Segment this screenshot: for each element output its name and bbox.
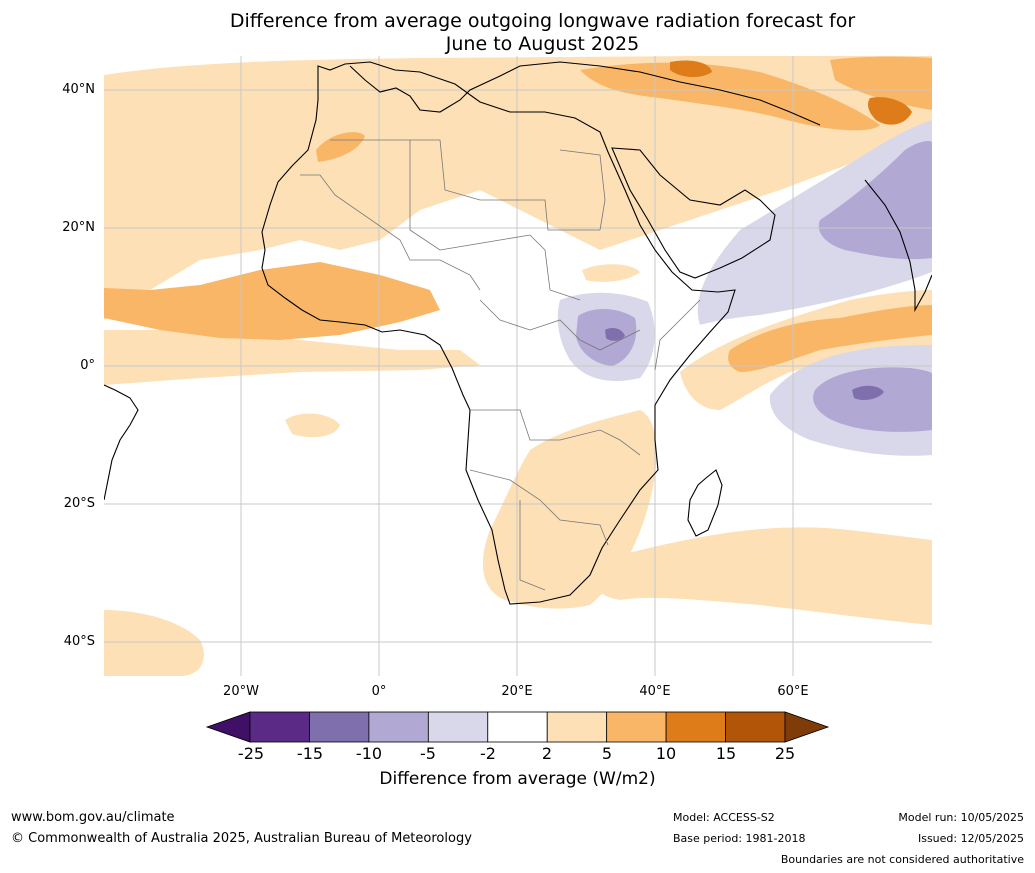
- colorbar-swatch: [665, 711, 726, 743]
- colorbar-tick: 2: [541, 744, 553, 763]
- madagascar-coastline: [687, 469, 723, 537]
- footer-issued: Issued: 12/05/2025: [917, 832, 1024, 845]
- anomaly-shading-10-15: [670, 60, 712, 78]
- colorbar-swatch: [427, 711, 489, 743]
- anomaly-shading-minus5-minus10: [818, 140, 932, 260]
- graticule: [104, 56, 932, 676]
- colorbar-tick: -15: [296, 744, 324, 763]
- lon-label-40e: 40°E: [639, 684, 671, 699]
- anomaly-shading-minus2-minus5: [697, 120, 932, 325]
- anomaly-shading-minus5-minus10: [813, 367, 932, 432]
- colorbar-tick: -10: [355, 744, 383, 763]
- title-line-2: June to August 2025: [445, 33, 640, 55]
- footer-url: www.bom.gov.au/climate: [11, 810, 175, 825]
- footer-model-run: Model run: 10/05/2025: [898, 811, 1024, 824]
- map-title: Difference from average outgoing longwav…: [0, 10, 1035, 56]
- colorbar: [205, 711, 830, 743]
- colorbar-tick: 15: [715, 744, 737, 763]
- anomaly-shading-5-10: [728, 305, 932, 372]
- lon-label-20w: 20°W: [223, 684, 259, 699]
- colorbar-swatch: [368, 711, 429, 743]
- anomaly-fields: [104, 56, 932, 676]
- footer-base-period: Base period: 1981-2018: [673, 832, 806, 845]
- colorbar-swatch: [606, 711, 667, 743]
- colorbar-tick: -5: [420, 744, 436, 763]
- europe-coastline: [349, 61, 821, 126]
- footer-copyright: © Commonwealth of Australia 2025, Austra…: [11, 831, 472, 846]
- country-borders: [300, 139, 701, 591]
- colorbar-swatch: [309, 711, 370, 743]
- anomaly-shading-2-5: [582, 264, 640, 282]
- colorbar-tick: -2: [480, 744, 496, 763]
- colorbar-extend-high: [784, 711, 830, 743]
- colorbar-extend-low: [205, 711, 251, 743]
- anomaly-shading-2-5: [104, 610, 204, 676]
- colorbar-swatch: [249, 711, 310, 743]
- colorbar-tick: 5: [601, 744, 613, 763]
- africa-coastline: [261, 61, 736, 605]
- anomaly-shading-2-5: [104, 330, 480, 385]
- anomaly-shading-5-10: [316, 132, 365, 162]
- arabia-coastline: [611, 147, 776, 279]
- anomaly-shading-2-5: [285, 413, 340, 438]
- footer-model: Model: ACCESS-S2: [673, 811, 775, 824]
- colorbar-swatch: [725, 711, 786, 743]
- title-line-1: Difference from average outgoing longwav…: [229, 10, 856, 32]
- lat-label-40n: 40°N: [62, 82, 95, 97]
- lat-label-40s: 40°S: [63, 634, 95, 649]
- lat-label-20n: 20°N: [62, 220, 95, 235]
- anomaly-shading-10-15: [868, 97, 912, 125]
- colorbar-title: Difference from average (W/m2): [379, 769, 656, 789]
- lon-label-0: 0°: [371, 684, 387, 699]
- colorbar-swatch: [487, 711, 548, 743]
- india-coastline: [864, 179, 932, 313]
- footer-disclaimer: Boundaries are not considered authoritat…: [780, 853, 1024, 866]
- colorbar-tick: 10: [655, 744, 677, 763]
- anomaly-shading-minus10-minus15: [605, 328, 625, 341]
- colorbar-tick: 25: [774, 744, 796, 763]
- colorbar-swatch: [546, 711, 608, 743]
- lat-label-20s: 20°S: [63, 496, 95, 511]
- coastlines: [104, 61, 932, 605]
- colorbar-tick: -25: [237, 744, 265, 763]
- lon-label-20e: 20°E: [501, 684, 533, 699]
- anomaly-shading-5-10: [104, 262, 440, 340]
- anomaly-shading-2-5: [591, 527, 932, 625]
- lon-label-60e: 60°E: [777, 684, 809, 699]
- south-america-coastline: [104, 384, 139, 501]
- anomaly-shading-minus10-minus15: [852, 385, 884, 400]
- lat-label-equator: 0°: [80, 358, 95, 373]
- anomaly-shading-5-10: [830, 56, 932, 110]
- anomaly-shading-2-5: [104, 56, 932, 320]
